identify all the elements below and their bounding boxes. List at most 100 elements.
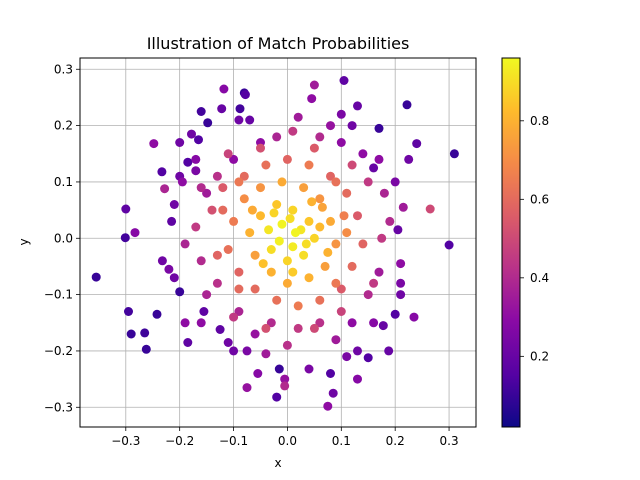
data-point [444,240,454,250]
data-point [277,177,287,187]
data-point [152,309,162,319]
data-point [187,129,196,139]
data-point [304,160,314,170]
data-point [304,364,314,374]
data-point [363,177,373,187]
data-point [353,101,362,111]
data-point [256,211,265,221]
data-point [266,318,276,328]
colorbar-ticks: 0.2 0.4 0.6 0.8 [520,114,549,363]
x-tick-label: 0.0 [278,434,297,448]
data-point [269,208,279,218]
data-point [242,383,252,393]
data-point [242,346,252,356]
data-point [285,214,295,224]
data-point [196,318,206,328]
data-point [202,290,212,300]
data-point [412,139,422,149]
data-point [130,228,140,238]
data-point [239,194,249,204]
data-point [203,118,213,128]
data-point [299,183,309,193]
data-point [390,309,400,319]
x-tick-label: −0.2 [165,434,194,448]
data-point [309,143,319,153]
data-point [183,338,193,347]
data-point [140,328,150,338]
data-point [393,225,403,235]
data-point [282,256,292,266]
data-point [347,318,357,328]
data-point [374,267,384,277]
data-point [307,94,317,104]
y-tick-label: 0.0 [54,231,73,245]
data-point [320,261,330,271]
data-point [396,278,406,288]
data-point [326,171,335,181]
data-point [293,301,303,311]
data-point [239,171,249,181]
x-axis-label: x [274,456,281,470]
colorbar-tick-label: 0.8 [530,114,549,128]
x-tick-label: −0.1 [219,434,248,448]
data-point [180,318,190,328]
colorbar [501,57,521,428]
data-point [353,211,362,221]
x-axis-ticks: −0.3 −0.2 −0.1 0.0 0.1 0.2 0.3 [111,427,459,448]
data-point [191,154,201,164]
data-point [229,154,239,164]
data-point [363,290,373,300]
data-point [120,233,130,243]
data-point [409,312,419,322]
colorbar-tick-label: 0.4 [530,271,549,285]
data-point [353,374,362,384]
data-point [266,267,276,277]
data-point [266,245,276,254]
data-point [347,160,357,170]
data-point [229,216,239,226]
data-point [157,167,167,177]
data-point [315,295,325,305]
data-point [274,364,284,374]
data-point [261,160,271,170]
data-point [280,381,290,391]
data-point [277,219,287,229]
data-point [234,115,244,125]
data-point [336,138,346,147]
data-point [157,256,167,266]
data-point [183,157,193,167]
data-point [363,353,373,363]
data-point [264,225,274,235]
data-point [250,284,260,294]
data-point [282,340,292,350]
data-point [282,154,292,164]
data-point [175,287,185,297]
data-point [404,154,414,164]
data-point [223,149,233,159]
data-point [374,154,384,164]
data-point [342,228,352,238]
data-point [288,205,298,215]
data-point [164,264,174,274]
data-point [121,204,131,214]
data-point [328,388,338,398]
data-point [299,250,309,260]
data-point [293,112,303,122]
data-point [149,139,159,149]
data-point [247,205,257,215]
y-tick-label: −0.3 [44,400,73,414]
data-point [377,233,387,243]
data-point [390,177,400,187]
chart-title: Illustration of Match Probabilities [147,34,410,53]
data-point [369,318,379,328]
data-point [309,80,319,90]
data-point [212,171,222,181]
data-point [194,135,203,145]
data-point [175,138,185,147]
data-point [196,256,206,266]
data-point [245,228,255,238]
x-tick-label: 0.3 [440,434,459,448]
y-tick-label: −0.2 [44,344,73,358]
data-point [315,222,325,232]
data-point [288,267,298,277]
